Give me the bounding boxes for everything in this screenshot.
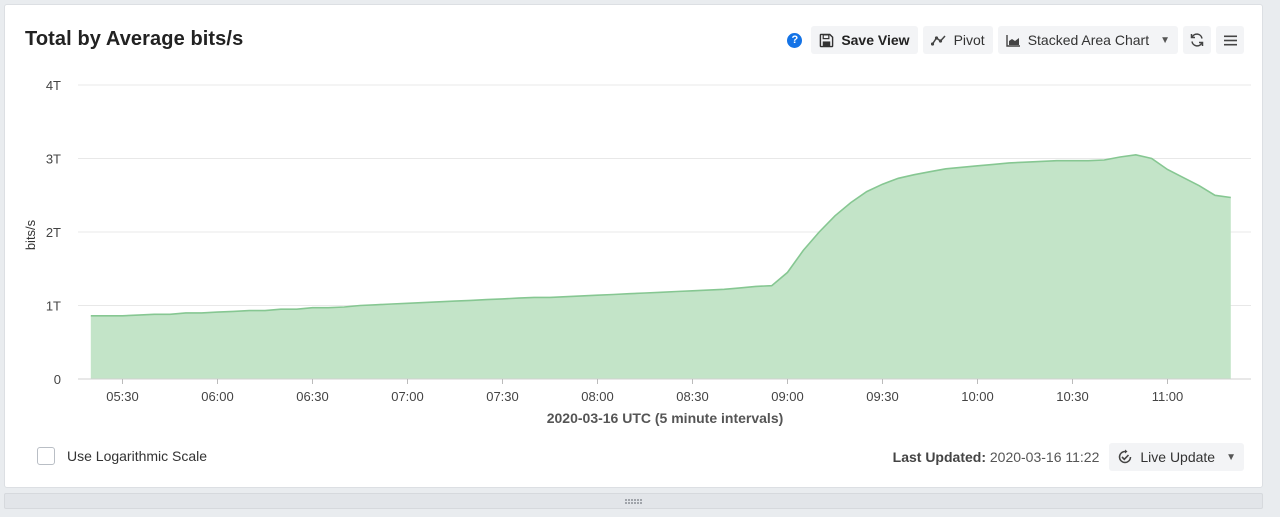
last-updated-value: 2020-03-16 11:22 <box>989 449 1100 465</box>
x-tick-label: 09:00 <box>771 389 804 404</box>
x-tick-label: 05:30 <box>106 389 139 404</box>
x-tick-label: 06:30 <box>296 389 329 404</box>
x-tick-label: 10:30 <box>1056 389 1089 404</box>
update-status: Last Updated: 2020-03-16 11:22 Live Upda… <box>893 443 1244 471</box>
stacked-area-chart: 0 1T 2T 3T 4T 05:30 06:00 06:30 07:00 07:30 08:00 0… <box>23 78 1251 426</box>
save-view-button[interactable]: Save View <box>811 26 918 54</box>
x-tick-label: 08:30 <box>676 389 709 404</box>
y-tick-label: 3T <box>46 152 61 167</box>
y-tick-label: 0 <box>54 372 61 387</box>
x-tick-label: 07:30 <box>486 389 519 404</box>
panel-title: Total by Average bits/s <box>25 28 244 50</box>
chart-type-label: Stacked Area Chart <box>1027 32 1150 48</box>
log-scale-label: Use Logarithmic Scale <box>67 448 208 464</box>
menu-button[interactable] <box>1216 26 1244 54</box>
chevron-down-icon: ▼ <box>1160 34 1170 46</box>
pivot-button[interactable]: Pivot <box>922 26 993 54</box>
live-update-icon <box>1117 449 1133 465</box>
x-tick-label: 08:00 <box>581 389 614 404</box>
chart-type-dropdown[interactable]: Stacked Area Chart ▼ <box>997 26 1178 54</box>
x-tick-label: 11:00 <box>1152 389 1184 404</box>
area-series-line <box>90 153 1231 317</box>
help-icon[interactable]: ? <box>787 32 803 48</box>
live-update-label: Live Update <box>1140 449 1216 465</box>
y-tick-label: 1T <box>46 299 61 314</box>
log-scale-checkbox[interactable] <box>37 447 55 465</box>
y-axis-label: bits/s <box>23 219 38 250</box>
x-tick-label: 07:00 <box>391 389 424 404</box>
x-tick-label: 06:00 <box>201 389 234 404</box>
y-tick-label: 2T <box>46 225 61 240</box>
chevron-down-icon: ▼ <box>1226 451 1236 463</box>
menu-icon <box>1223 34 1238 47</box>
chart-panel: Total by Average bits/s ? Save View <box>4 4 1263 488</box>
area-chart-icon <box>1005 34 1021 47</box>
refresh-icon <box>1189 32 1205 48</box>
save-icon <box>819 33 834 48</box>
refresh-button[interactable] <box>1183 26 1211 54</box>
x-tick-label: 09:30 <box>866 389 899 404</box>
resize-handle[interactable] <box>4 493 1263 509</box>
x-tick-label: 10:00 <box>961 389 994 404</box>
pivot-label: Pivot <box>953 32 985 48</box>
log-scale-option[interactable]: Use Logarithmic Scale <box>37 447 207 465</box>
live-update-dropdown[interactable]: Live Update ▼ <box>1109 443 1244 471</box>
pivot-icon <box>930 33 947 47</box>
area-series-fill <box>90 154 1231 379</box>
chart-toolbar: ? Save View Pivot <box>787 26 1244 54</box>
save-view-label: Save View <box>841 32 910 48</box>
last-updated-label: Last Updated: <box>892 449 986 465</box>
x-axis-label: 2020-03-16 UTC (5 minute intervals) <box>547 410 784 426</box>
grip-icon <box>625 498 642 504</box>
y-tick-label: 4T <box>46 78 61 93</box>
